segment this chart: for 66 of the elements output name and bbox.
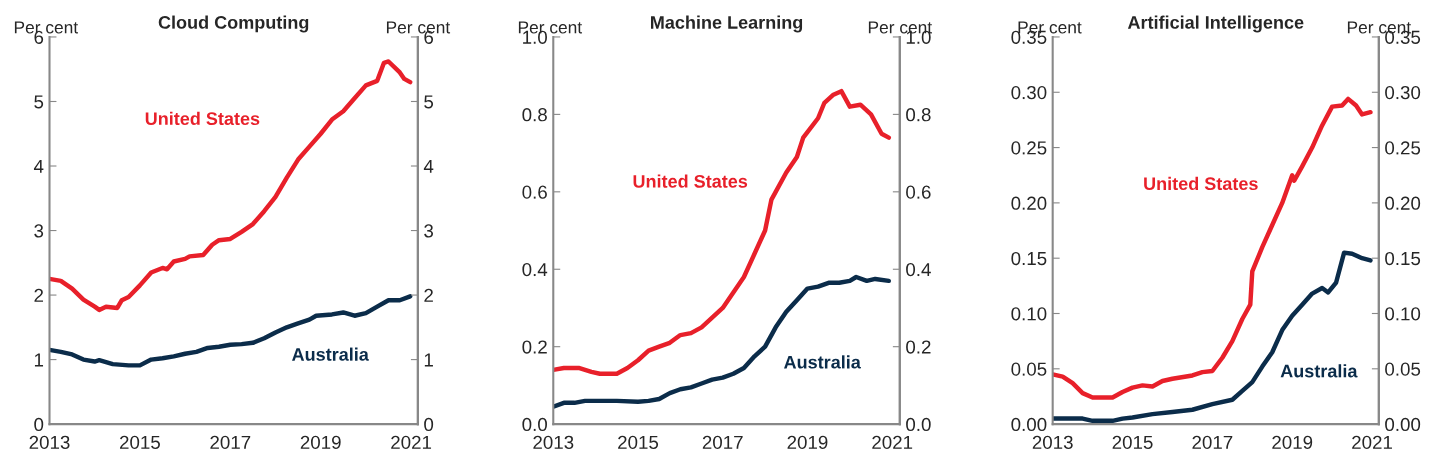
y-tick-label: 1 [34,353,44,367]
x-tick-label: 2021 [1352,435,1392,449]
x-tick-label: 2013 [1032,435,1073,449]
y2-tick-label: 4 [423,159,434,173]
y2-tick-label: 0.20 [1385,196,1421,210]
line-series [553,274,892,409]
line-series [49,59,413,313]
y2-tick-label: 0.2 [906,340,931,354]
y-tick-label: 2 [34,288,44,302]
y-tick-label: 0.30 [1011,85,1047,100]
y2-tick-label: 1 [424,353,433,367]
y2-tick-label: 0.30 [1385,85,1421,100]
y2-tick-label: 0.10 [1385,307,1421,321]
y-tick-label: 0 [34,417,44,432]
y2-tick-label: 0.0 [906,417,931,432]
chart-title: Cloud Computing [158,15,309,33]
y-tick-label: 0.0 [522,417,547,432]
y-tick-label: 0.25 [1011,141,1047,155]
y2-tick-label: 5 [424,95,434,109]
x-tick-label: 2017 [210,435,251,449]
y-tick-label: 3 [34,224,44,238]
x-tick-label: 2015 [1112,435,1153,449]
series-label: Australia [784,355,861,369]
y2-tick-label: 0.25 [1385,141,1421,155]
y-tick-label: 0.15 [1011,251,1047,266]
y-tick-label: 0.10 [1011,307,1047,321]
line-series [553,88,892,377]
series-label: Australia [1280,364,1358,378]
y-tick-label: 0.05 [1011,362,1047,376]
x-tick-label: 2021 [391,435,432,449]
y2-tick-label: 0.00 [1385,417,1421,432]
y2-tick-label: 2 [424,288,433,302]
x-tick-label: 2017 [1192,435,1233,449]
series-label: United States [1144,176,1258,191]
x-tick-label: 2013 [29,435,70,449]
x-tick-label: 2019 [787,435,828,449]
y2-tick-label: 0 [424,417,434,432]
series-label: Australia [292,347,369,361]
line-series [49,294,413,368]
line-series [1052,250,1373,424]
y-tick-label: 4 [33,159,44,173]
x-tick-label: 2019 [300,435,341,449]
chart-title: Artificial Intelligence [1127,15,1304,33]
x-tick-label: 2015 [119,435,160,449]
y2-tick-label: 0.4 [906,262,931,277]
x-tick-label: 2021 [872,435,913,449]
y-tick-label: 0.00 [1011,417,1047,432]
y-tick-label: 0.4 [522,262,548,277]
y-tick-label: 0.2 [522,340,547,354]
y-tick-label: 0.20 [1011,196,1047,210]
series-label: United States [633,174,748,188]
y2-tick-label: 0.6 [906,185,931,199]
y2-tick-label: 0.15 [1385,251,1421,266]
y-tick-label: 0.8 [522,108,547,122]
y2-tick-label: 0.8 [906,108,931,122]
line-series [1052,96,1373,400]
text: United States [145,111,260,126]
chart-title: Machine Learning [651,15,803,33]
x-tick-label: 2017 [702,435,743,449]
y2-tick-label: 3 [424,224,434,238]
y-tick-label: 0.6 [522,185,547,199]
y2-tick-label: 0.05 [1385,362,1421,376]
x-tick-label: 2015 [618,435,659,449]
y-tick-label: 5 [34,95,44,109]
x-tick-label: 2013 [533,435,574,449]
x-tick-label: 2019 [1272,435,1313,449]
